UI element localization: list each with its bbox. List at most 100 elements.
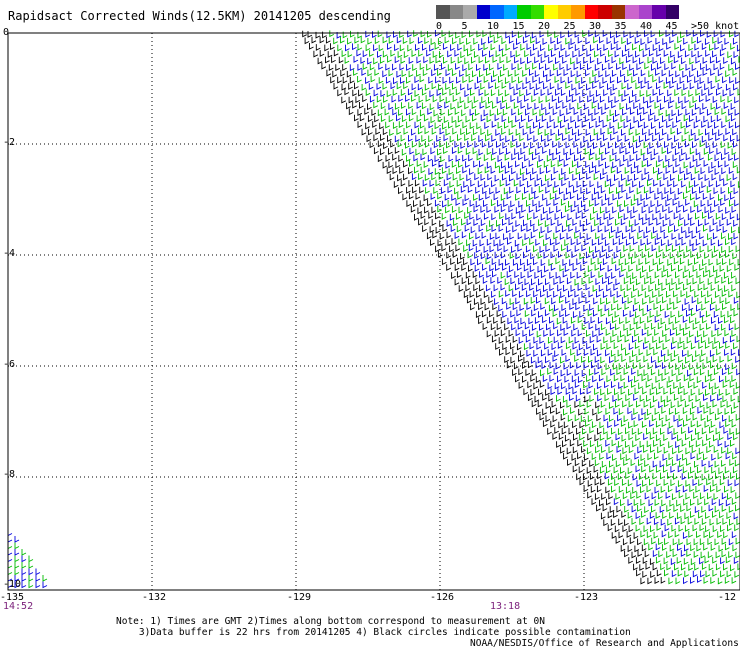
wind-barb (617, 200, 622, 208)
wind-barb (340, 36, 345, 44)
wind-barb (332, 70, 338, 78)
wind-barb (677, 420, 683, 428)
wind-barb (586, 401, 592, 408)
wind-barb (633, 284, 638, 292)
wind-barb (463, 245, 468, 253)
wind-barb (575, 212, 581, 220)
wind-barb (725, 363, 730, 371)
wind-barb (637, 446, 643, 454)
wind-barb (398, 155, 404, 162)
wind-barb (566, 220, 571, 228)
wind-barb (674, 517, 680, 525)
wind-barb (576, 349, 582, 357)
wind-barb (696, 531, 701, 539)
wind-barb (454, 187, 459, 195)
wind-barb (644, 337, 650, 344)
wind-barb (668, 114, 674, 122)
wind-barb (371, 109, 377, 116)
wind-barb (435, 56, 441, 64)
wind-barb (626, 115, 632, 123)
wind-barb (652, 213, 658, 221)
wind-barb (668, 577, 674, 585)
wind-barb (620, 115, 626, 123)
wind-barb (639, 441, 645, 448)
wind-barb (660, 486, 666, 493)
wind-barb (451, 206, 457, 213)
wind-barb (563, 193, 569, 201)
lat-label-2s: -2 (3, 137, 16, 148)
wind-barb (560, 369, 566, 377)
wind-barb (584, 205, 590, 213)
wind-barb (406, 77, 411, 84)
wind-barb (599, 466, 605, 474)
wind-barb (579, 421, 585, 429)
wind-barb (553, 336, 559, 344)
wind-barb (646, 349, 652, 357)
wind-barb (596, 213, 602, 221)
wind-barb (714, 505, 720, 513)
wind-barb (661, 530, 667, 538)
wind-barb (522, 239, 527, 247)
wind-barb (603, 134, 608, 142)
wind-barb (568, 382, 574, 390)
wind-barb (634, 251, 640, 259)
wind-barb (581, 244, 587, 252)
wind-barb (627, 545, 633, 553)
wind-barb (353, 69, 358, 76)
wind-barb (403, 160, 408, 168)
wind-barb (641, 329, 647, 336)
wind-barb (571, 375, 577, 383)
wind-barb (28, 581, 34, 589)
wind-barb (577, 193, 582, 201)
wind-barb (605, 329, 611, 336)
wind-barb (670, 558, 676, 566)
wind-barb (642, 557, 648, 564)
wind-barb (473, 219, 479, 227)
wind-barb (646, 90, 652, 98)
wind-barb (563, 69, 569, 77)
wind-barb (649, 388, 655, 396)
wind-barb (670, 466, 676, 473)
wind-barb (477, 167, 483, 175)
wind-barb (679, 64, 684, 72)
wind-barb (586, 173, 591, 180)
wind-barb (727, 142, 733, 149)
wind-barb (633, 394, 638, 401)
wind-barb (682, 271, 688, 279)
wind-barb (618, 238, 624, 246)
wind-barb (665, 335, 671, 343)
wind-barb (715, 551, 721, 559)
wind-barb (468, 76, 474, 83)
wind-barb (656, 173, 662, 181)
wind-barb (488, 97, 493, 104)
wind-barb (655, 69, 660, 76)
wind-barb (511, 108, 517, 116)
wind-barb (640, 239, 646, 246)
wind-barb (398, 109, 403, 116)
map-frame (7, 32, 740, 591)
wind-barb (682, 316, 688, 323)
wind-barb (624, 550, 629, 558)
wind-barb (501, 128, 506, 135)
wind-barb (414, 90, 420, 98)
wind-barb (400, 134, 406, 142)
wind-barb (624, 506, 629, 513)
wind-barb (709, 271, 714, 278)
wind-barb (625, 148, 631, 155)
wind-barb (423, 56, 429, 64)
wind-barb (496, 310, 502, 318)
wind-barb (666, 563, 672, 571)
wind-barb (678, 414, 684, 422)
wind-barb (522, 36, 528, 44)
wind-barb (571, 329, 577, 337)
wind-barb (325, 56, 330, 64)
wind-barb (655, 376, 661, 383)
wind-barb (681, 148, 686, 156)
wind-barb (608, 199, 613, 206)
wind-barb (428, 76, 434, 84)
wind-barb (475, 246, 481, 253)
wind-barbs (7, 30, 740, 589)
wind-barb (445, 206, 450, 214)
wind-barb (574, 200, 580, 208)
wind-barb (639, 181, 644, 189)
